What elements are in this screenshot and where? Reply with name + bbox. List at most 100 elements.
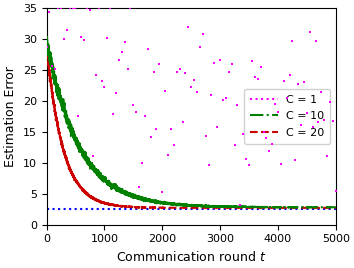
C = 1: [171, 143, 177, 147]
C = 1: [99, 79, 104, 83]
C = 10: [286, 206, 290, 209]
C = 10: [45, 35, 49, 39]
C = 1: [290, 39, 295, 43]
C = 1: [206, 163, 211, 167]
Y-axis label: Estimation Error: Estimation Error: [4, 66, 17, 167]
C = 20: [306, 206, 310, 210]
C = 10: [306, 206, 310, 209]
C = 1: [110, 111, 116, 116]
C = 1: [185, 25, 191, 29]
C = 1: [58, 6, 64, 10]
C = 20: [334, 206, 338, 210]
C = 1: [50, 64, 55, 68]
C = 1: [136, 184, 142, 189]
C = 1: [44, 44, 50, 49]
Legend: C = 1, C = 10, C = 20: C = 1, C = 10, C = 20: [244, 89, 330, 144]
C = 1: [64, 28, 70, 32]
C = 1: [96, 6, 102, 10]
C = 10: [334, 206, 338, 209]
C = 1: [278, 162, 284, 166]
C = 1: [79, 35, 84, 39]
C = 1: [232, 143, 238, 147]
C = 1: [113, 91, 119, 95]
C = 10: [315, 206, 319, 209]
C = 1: [81, 38, 87, 43]
C = 1: [90, 154, 96, 158]
C = 20: [101, 201, 105, 204]
C = 1: [272, 102, 278, 106]
C = 1: [180, 120, 185, 124]
C = 10: [184, 204, 188, 207]
C = 1: [215, 125, 220, 129]
C = 1: [203, 134, 209, 138]
C = 1: [229, 62, 235, 66]
C = 1: [238, 203, 243, 207]
C = 1: [258, 65, 263, 69]
C = 10: [245, 205, 249, 209]
C = 1: [321, 118, 327, 122]
C = 1: [264, 136, 269, 140]
C = 1: [73, 6, 78, 10]
C = 20: [245, 206, 249, 210]
C = 1: [194, 90, 200, 95]
C = 1: [240, 132, 246, 136]
C = 20: [198, 206, 202, 210]
C = 1: [55, 6, 61, 10]
C = 1: [211, 61, 217, 65]
X-axis label: Communication round $t$: Communication round $t$: [116, 250, 266, 264]
C = 1: [249, 59, 255, 63]
C = 1: [298, 123, 304, 127]
C = 1: [145, 47, 151, 51]
C = 1: [330, 118, 336, 123]
C = 1: [107, 6, 113, 10]
C = 1: [319, 90, 324, 94]
C = 1: [139, 161, 145, 165]
C = 1: [61, 37, 67, 41]
C = 1: [191, 78, 197, 82]
C = 1: [281, 79, 287, 83]
C = 20: [313, 206, 317, 210]
C = 1: [162, 89, 168, 93]
C = 1: [87, 8, 93, 12]
C = 20: [315, 206, 319, 210]
C = 10: [313, 206, 317, 209]
C = 1: [47, 10, 52, 14]
C = 1: [168, 127, 174, 131]
C = 1: [183, 71, 188, 75]
C = 1: [261, 130, 266, 134]
C = 1: [116, 57, 122, 62]
C = 1: [128, 6, 133, 10]
C = 1: [104, 35, 110, 40]
C = 1: [84, 6, 90, 10]
C = 1: [148, 135, 154, 139]
C = 10: [45, 41, 49, 44]
C = 1: [122, 40, 127, 44]
C = 1: [165, 153, 171, 157]
C = 1: [223, 96, 229, 100]
C = 1: [307, 30, 313, 34]
C = 1: [67, 6, 73, 10]
C = 1: [70, 6, 75, 10]
C = 1: [243, 157, 249, 161]
C = 1: [324, 154, 330, 158]
C = 1: [327, 100, 333, 105]
C = 1: [209, 93, 214, 97]
C = 1: [246, 162, 252, 167]
C = 1: [255, 77, 261, 81]
Line: C = 20: C = 20: [47, 45, 336, 208]
C = 1: [151, 70, 156, 75]
C = 1: [200, 31, 206, 36]
C = 20: [45, 44, 49, 47]
C = 1: [133, 110, 139, 114]
C = 1: [52, 67, 58, 71]
C = 1: [269, 142, 275, 146]
C = 1: [287, 72, 292, 77]
C = 1: [142, 114, 148, 118]
C = 1: [102, 85, 107, 89]
C = 1: [284, 96, 290, 100]
C = 1: [174, 70, 179, 75]
C = 1: [235, 102, 240, 107]
Line: C = 10: C = 10: [47, 37, 336, 207]
C = 1: [154, 127, 159, 131]
C = 1: [310, 125, 315, 129]
